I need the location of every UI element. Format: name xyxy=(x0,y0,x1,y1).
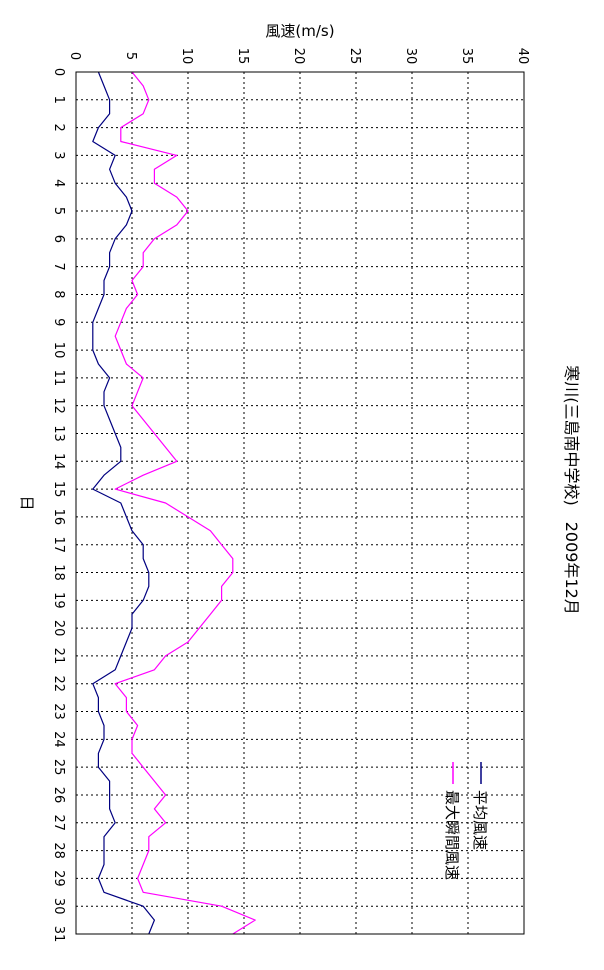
day-tick-label: 24 xyxy=(51,731,66,748)
day-tick-label: 6 xyxy=(51,235,66,243)
day-tick-label: 25 xyxy=(51,759,66,776)
day-tick-label: 21 xyxy=(51,648,66,665)
speed-tick-label: 5 xyxy=(123,52,138,60)
day-tick-label: 18 xyxy=(51,564,66,581)
day-tick-label: 30 xyxy=(51,898,66,915)
speed-tick-label: 40 xyxy=(515,48,530,65)
day-tick-label: 9 xyxy=(51,318,66,326)
plot-frame xyxy=(75,71,525,935)
day-tick-label: 29 xyxy=(51,870,66,887)
day-tick-label: 16 xyxy=(51,509,66,526)
day-tick-label: 19 xyxy=(51,592,66,609)
day-tick-label: 31 xyxy=(51,926,66,943)
day-tick-label: 23 xyxy=(51,703,66,720)
day-tick-label: 11 xyxy=(51,370,66,387)
speed-tick-label: 0 xyxy=(67,52,82,60)
day-tick-label: 27 xyxy=(51,815,66,832)
day-tick-label: 12 xyxy=(51,397,66,414)
day-tick-label: 17 xyxy=(51,536,66,553)
series-layer xyxy=(92,71,256,935)
day-tick-label: 0 xyxy=(51,68,66,76)
day-tick-label: 2 xyxy=(51,123,66,131)
series-line-mean-wind xyxy=(92,71,155,935)
speed-tick-label: 15 xyxy=(235,48,250,65)
y-axis-label: 風速(m/s) xyxy=(265,22,334,40)
day-tick-label: 26 xyxy=(51,787,66,804)
legend-label-gust: 最大瞬間風速 xyxy=(443,790,461,880)
speed-tick-label: 10 xyxy=(179,48,194,65)
speed-tick-label: 20 xyxy=(291,48,306,65)
wind-speed-tick-labels: 0 5 10 15 20 25 30 35 40 xyxy=(67,48,530,65)
day-tick-label: 28 xyxy=(51,842,66,859)
grid-layer xyxy=(76,72,524,934)
day-tick-label: 22 xyxy=(51,675,66,692)
day-tick-label: 8 xyxy=(51,290,66,298)
day-tick-label: 4 xyxy=(51,179,66,187)
x-axis-label: 日 xyxy=(18,495,36,510)
day-tick-label: 5 xyxy=(51,207,66,215)
legend: 平均風速 最大瞬間風速 xyxy=(443,762,489,880)
legend-label-mean: 平均風速 xyxy=(471,790,489,850)
day-tick-label: 10 xyxy=(51,342,66,359)
day-tick-labels: 0123456789101112131415161718192021222324… xyxy=(51,68,66,942)
day-tick-label: 1 xyxy=(51,96,66,104)
day-tick-label: 3 xyxy=(51,151,66,159)
day-tick-label: 15 xyxy=(51,481,66,498)
day-tick-label: 13 xyxy=(51,425,66,442)
speed-tick-label: 35 xyxy=(459,48,474,65)
chart-title: 寒川(三島南中学校) 2009年12月 xyxy=(562,365,581,615)
day-tick-label: 20 xyxy=(51,620,66,637)
day-tick-label: 7 xyxy=(51,263,66,271)
speed-tick-label: 30 xyxy=(403,48,418,65)
speed-tick-label: 25 xyxy=(347,48,362,65)
series-line-max-gust xyxy=(114,71,256,935)
day-tick-label: 14 xyxy=(51,453,66,470)
